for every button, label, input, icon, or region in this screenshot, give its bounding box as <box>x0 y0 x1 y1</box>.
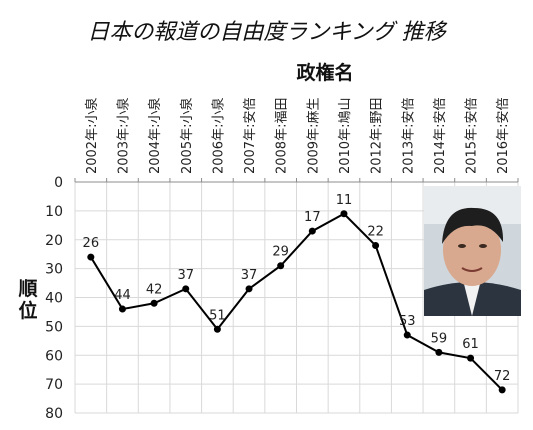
portrait-eye <box>458 244 466 248</box>
y-tick-label: 0 <box>54 175 63 191</box>
x-tick-label: 2005年:小泉 <box>179 98 195 174</box>
data-label: 51 <box>209 308 226 323</box>
data-label: 22 <box>367 225 384 240</box>
x-tick-label: 2002年:小泉 <box>84 98 100 174</box>
x-tick-label: 2009年:麻生 <box>306 98 321 174</box>
data-point <box>435 348 443 356</box>
y-tick-label: 50 <box>45 319 63 335</box>
y-tick-label: 20 <box>45 233 63 249</box>
data-point <box>150 299 158 307</box>
y-tick-label: 60 <box>45 348 63 364</box>
data-point <box>213 325 221 333</box>
data-label: 42 <box>146 282 163 297</box>
x-tick-label: 2008年:福田 <box>275 98 290 174</box>
x-tick-label: 2003年:小泉 <box>115 98 131 174</box>
y-tick-label: 70 <box>45 377 63 393</box>
data-label: 37 <box>241 268 258 283</box>
portrait-hair <box>442 207 504 244</box>
x-tick-label: 2007年:安倍 <box>243 98 258 174</box>
data-label: 44 <box>114 288 131 303</box>
data-label: 17 <box>304 210 321 225</box>
y-axis-title-text: 順位 <box>16 278 40 322</box>
y-tick-label: 80 <box>45 406 63 422</box>
data-label: 59 <box>431 331 448 346</box>
data-point <box>403 331 411 339</box>
x-tick-label: 2015年:安倍 <box>465 98 480 174</box>
data-label: 72 <box>494 369 511 384</box>
data-point <box>467 354 475 362</box>
y-axis-title: 順位 <box>16 278 40 324</box>
data-point <box>340 210 348 218</box>
x-axis-title: 政権名 <box>296 62 354 84</box>
portrait-face <box>443 214 501 286</box>
series-line <box>89 212 503 391</box>
data-point <box>498 386 506 394</box>
data-label: 26 <box>83 236 100 251</box>
x-tick-label: 2016年:安倍 <box>496 98 511 174</box>
data-point <box>277 262 285 270</box>
x-tick-label: 2014年:安倍 <box>433 98 448 174</box>
portrait-mouth <box>461 267 483 272</box>
data-label: 29 <box>272 245 289 260</box>
data-point <box>245 285 253 293</box>
x-tick-label: 2013年:安倍 <box>401 98 416 174</box>
data-label: 53 <box>399 314 416 329</box>
data-point <box>87 253 95 261</box>
x-tick-label: 2006年:小泉 <box>210 98 226 174</box>
data-label: 61 <box>462 337 479 352</box>
x-tick-label: 2010年:鳩山 <box>338 98 353 174</box>
y-tick-label: 40 <box>45 291 63 307</box>
y-tick-label: 30 <box>45 262 63 278</box>
y-axis-title-char: 位 <box>18 300 38 322</box>
data-point <box>118 305 126 313</box>
y-axis-title-char: 順 <box>18 278 38 300</box>
chart-title: 日本の報道の自由度ランキング 推移 <box>87 20 446 45</box>
data-point <box>182 285 190 293</box>
portrait-eye <box>479 244 487 248</box>
y-tick-label: 10 <box>45 204 63 220</box>
x-tick-label: 2004年:小泉 <box>147 98 163 174</box>
portrait-collar <box>464 284 480 316</box>
data-label: 37 <box>177 268 194 283</box>
data-point <box>372 242 380 250</box>
data-point <box>308 227 316 235</box>
x-tick-label: 2012年:野田 <box>370 98 385 174</box>
data-label: 11 <box>336 193 353 208</box>
